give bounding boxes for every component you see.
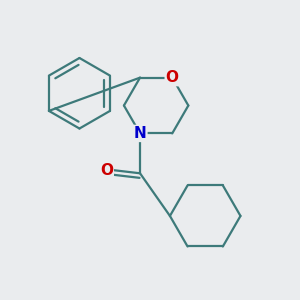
- Text: O: O: [100, 163, 113, 178]
- Text: N: N: [134, 126, 146, 141]
- Text: O: O: [166, 70, 179, 85]
